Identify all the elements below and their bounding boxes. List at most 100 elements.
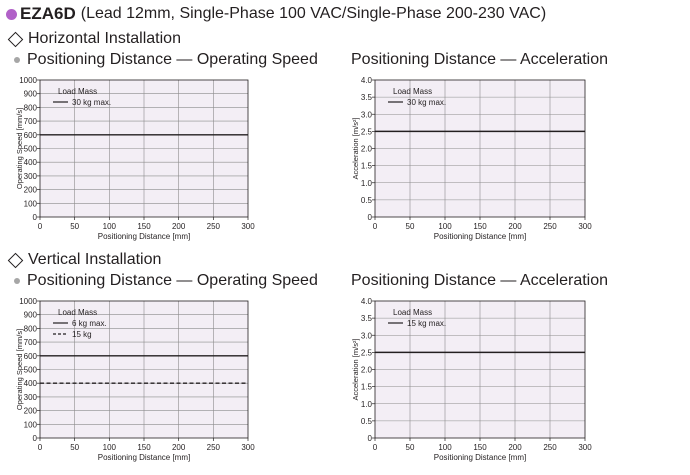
y-tick-label: 1.0 (361, 179, 373, 188)
y-tick-label: 700 (24, 117, 38, 126)
x-tick-label: 250 (543, 222, 557, 231)
y-tick-label: 0.5 (361, 417, 373, 426)
y-tick-label: 900 (24, 90, 38, 99)
y-axis-label: Acceleration [m/s²] (351, 338, 360, 400)
y-tick-label: 1000 (19, 297, 37, 306)
y-tick-label: 400 (24, 379, 38, 388)
x-tick-label: 50 (406, 222, 415, 231)
plot-frame (374, 79, 586, 218)
x-tick-label: 200 (508, 443, 522, 452)
model-subtitle: (Lead 12mm, Single-Phase 100 VAC/Single-… (80, 5, 547, 22)
y-tick-label: 1000 (19, 76, 37, 85)
y-tick-label: 800 (24, 103, 38, 112)
y-tick-label: 2.5 (361, 348, 373, 357)
y-tick-label: 0.5 (361, 196, 373, 205)
plot-frame (39, 79, 249, 218)
x-tick-label: 250 (207, 222, 221, 231)
y-tick-label: 3.5 (361, 93, 373, 102)
x-tick-label: 300 (241, 222, 255, 231)
y-tick-label: 400 (24, 158, 38, 167)
y-tick-label: 200 (24, 186, 38, 195)
x-tick-label: 100 (438, 443, 452, 452)
speed-chart-horizontal: 0 50 100 150 200 250 300 0 100 200 300 400 500 600 700… (15, 76, 255, 241)
x-tick-label: 50 (70, 443, 79, 452)
x-axis-label: Positioning Distance [mm] (98, 232, 190, 241)
legend-label: 30 kg max. (407, 98, 446, 107)
y-axis-label: Operating Speed [mm/s] (15, 108, 24, 189)
y-tick-label: 300 (24, 172, 38, 181)
x-tick-label: 250 (543, 443, 557, 452)
y-tick-label: 1.5 (361, 383, 373, 392)
chart-title: Positioning Distance — Operating Speed (14, 51, 318, 69)
legend-title: Load Mass (393, 308, 432, 317)
x-tick-label: 0 (38, 222, 43, 231)
y-tick-label: 4.0 (361, 297, 373, 306)
y-tick-label: 100 (24, 199, 38, 208)
y-tick-label: 100 (24, 420, 38, 429)
y-tick-label: 3.0 (361, 110, 373, 119)
y-tick-label: 300 (24, 393, 38, 402)
legend-label: 15 kg max. (407, 319, 446, 328)
y-tick-label: 200 (24, 407, 38, 416)
x-tick-label: 250 (207, 443, 221, 452)
x-tick-label: 150 (137, 222, 151, 231)
x-tick-label: 150 (473, 222, 487, 231)
y-tick-label: 3.0 (361, 331, 373, 340)
x-tick-label: 100 (103, 222, 117, 231)
y-tick-label: 500 (24, 366, 38, 375)
x-tick-label: 150 (473, 443, 487, 452)
y-tick-label: 2.0 (361, 366, 373, 375)
section-horizontal: Horizontal Installation (6, 30, 181, 48)
x-axis-label: Positioning Distance [mm] (434, 453, 526, 462)
y-tick-label: 2.0 (361, 145, 373, 154)
x-tick-label: 300 (578, 443, 592, 452)
y-tick-label: 0 (368, 434, 373, 443)
legend-label: 30 kg max. (72, 98, 111, 107)
x-tick-label: 50 (406, 443, 415, 452)
legend-title: Load Mass (393, 87, 432, 96)
y-tick-label: 0 (368, 213, 373, 222)
x-tick-label: 200 (172, 443, 186, 452)
y-tick-label: 1.0 (361, 400, 373, 409)
section-title: Vertical Installation (28, 251, 162, 268)
x-tick-label: 200 (508, 222, 522, 231)
legend-label: 15 kg (72, 330, 92, 339)
x-tick-label: 0 (38, 443, 43, 452)
legend-title: Load Mass (58, 87, 97, 96)
bullet-icon (14, 278, 20, 284)
y-axis-label: Operating Speed [mm/s] (15, 329, 24, 410)
x-tick-label: 100 (103, 443, 117, 452)
y-tick-label: 800 (24, 324, 38, 333)
bullet-icon (14, 57, 20, 63)
x-tick-label: 300 (241, 443, 255, 452)
y-tick-label: 4.0 (361, 76, 373, 85)
section-title: Horizontal Installation (28, 30, 181, 47)
y-tick-label: 600 (24, 352, 38, 361)
chart-title: Positioning Distance — Acceleration (351, 51, 609, 68)
chart-title: Positioning Distance — Operating Speed (14, 272, 318, 290)
x-tick-label: 200 (172, 222, 186, 231)
y-tick-label: 0 (33, 434, 38, 443)
y-tick-label: 3.5 (361, 314, 373, 323)
y-tick-label: 900 (24, 311, 38, 320)
x-axis-label: Positioning Distance [mm] (434, 232, 526, 241)
speed-chart-vertical: 0 50 100 150 200 250 300 0 100 200 300 400 500 600 700… (15, 297, 255, 462)
chart-title: Positioning Distance — Acceleration (351, 272, 609, 289)
y-tick-label: 2.5 (361, 127, 373, 136)
acceleration-chart-vertical: 0 50 100 150 200 250 300 0 0.5 1.0 1.5 2.0 2.5 3.0 3.5… (351, 297, 592, 462)
y-axis-label: Acceleration [m/s²] (351, 117, 360, 179)
y-tick-label: 600 (24, 131, 38, 140)
y-tick-label: 700 (24, 338, 38, 347)
x-axis-label: Positioning Distance [mm] (98, 453, 190, 462)
legend-title: Load Mass (58, 308, 97, 317)
x-tick-label: 150 (137, 443, 151, 452)
page-header: EZA6D (Lead 12mm, Single-Phase 100 VAC/S… (6, 2, 546, 26)
x-tick-label: 100 (438, 222, 452, 231)
x-tick-label: 0 (373, 443, 378, 452)
section-vertical: Vertical Installation (6, 251, 161, 269)
y-tick-label: 500 (24, 145, 38, 154)
x-tick-label: 300 (578, 222, 592, 231)
plot-frame (374, 300, 586, 439)
plot-frame (39, 300, 249, 439)
y-tick-label: 1.5 (361, 162, 373, 171)
